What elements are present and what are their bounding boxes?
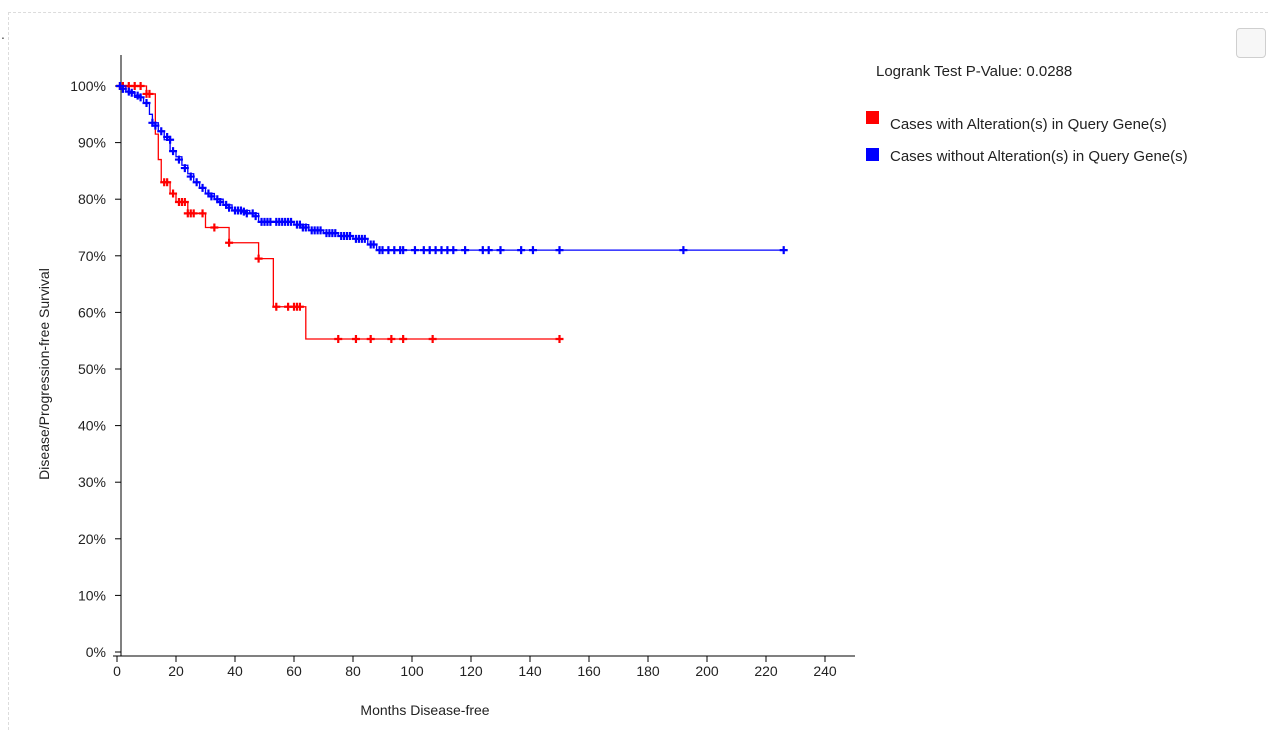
censor-mark-unaltered xyxy=(679,246,688,255)
censor-mark-unaltered xyxy=(166,135,175,144)
censor-mark-unaltered xyxy=(207,192,216,201)
censor-mark-altered xyxy=(169,189,178,198)
censor-mark-altered xyxy=(351,335,360,344)
survival-curve-altered xyxy=(117,85,560,340)
x-tick-label: 200 xyxy=(695,663,719,679)
censor-mark-altered xyxy=(295,302,304,311)
chart-frame xyxy=(8,12,1268,730)
censor-mark-unaltered xyxy=(142,98,151,107)
survival-curve-unaltered xyxy=(117,85,784,251)
censor-mark-altered xyxy=(555,335,564,344)
y-tick-label: 20% xyxy=(78,531,106,547)
censor-mark-altered xyxy=(210,223,219,232)
x-tick-label: 220 xyxy=(754,663,778,679)
censor-mark-unaltered xyxy=(369,240,378,249)
x-tick-label: 180 xyxy=(636,663,660,679)
censor-mark-unaltered xyxy=(331,229,340,238)
censor-mark-unaltered xyxy=(287,217,296,226)
censor-mark-unaltered xyxy=(484,246,493,255)
censor-mark-unaltered xyxy=(216,198,225,207)
plot-area xyxy=(115,82,788,344)
censor-mark-altered xyxy=(189,209,198,218)
censor-mark-unaltered xyxy=(316,226,325,235)
x-tick-label: 20 xyxy=(168,663,184,679)
y-tick-label: 70% xyxy=(78,248,106,264)
censor-mark-unaltered xyxy=(174,155,183,164)
logrank-annotation: Logrank Test P-Value: 0.0288 xyxy=(876,63,1072,80)
censor-mark-altered xyxy=(145,89,154,98)
censor-mark-unaltered xyxy=(198,183,207,192)
x-axis-label: Months Disease-free xyxy=(360,702,489,718)
censor-mark-unaltered xyxy=(555,246,564,255)
censor-mark-unaltered xyxy=(251,212,260,221)
censor-mark-unaltered xyxy=(118,84,127,93)
censor-mark-altered xyxy=(136,82,145,90)
censor-mark-unaltered xyxy=(399,246,408,255)
censor-mark-unaltered xyxy=(192,178,201,187)
dot-marker: . xyxy=(1,26,5,42)
x-tick-label: 60 xyxy=(286,663,302,679)
censor-mark-altered xyxy=(225,238,234,247)
censor-mark-altered xyxy=(387,335,396,344)
y-tick-label: 50% xyxy=(78,361,106,377)
axes: 0 20 40 60 80 100 120 140 160 180 200 220 240 0% 10% 20… xyxy=(70,55,855,679)
x-tick-label: 0 xyxy=(113,663,121,679)
legend-label-altered: Cases with Alteration(s) in Query Gene(s… xyxy=(890,116,1167,133)
censor-mark-altered xyxy=(272,302,281,311)
y-tick-label: 40% xyxy=(78,418,106,434)
censor-mark-altered xyxy=(399,335,408,344)
censor-mark-altered xyxy=(366,335,375,344)
y-axis-label: Disease/Progression-free Survival xyxy=(36,268,52,480)
x-tick-label: 240 xyxy=(813,663,837,679)
x-tick-label: 140 xyxy=(518,663,542,679)
censor-mark-unaltered xyxy=(360,234,369,243)
censor-mark-unaltered xyxy=(779,246,788,255)
y-tick-label: 10% xyxy=(78,587,106,603)
censor-mark-altered xyxy=(180,198,189,207)
censor-mark-unaltered xyxy=(136,93,145,102)
y-tick-label: 0% xyxy=(86,644,106,660)
y-tick-label: 100% xyxy=(70,78,106,94)
censor-mark-unaltered xyxy=(180,164,189,173)
censor-mark-unaltered xyxy=(528,246,537,255)
y-tick-label: 60% xyxy=(78,304,106,320)
censor-mark-unaltered xyxy=(169,147,178,156)
legend-swatch-unaltered xyxy=(866,148,879,161)
x-tick-label: 80 xyxy=(345,663,361,679)
censor-mark-unaltered xyxy=(410,246,419,255)
censor-mark-altered xyxy=(254,254,263,263)
censor-mark-altered xyxy=(428,335,437,344)
chart-options-button[interactable] xyxy=(1236,28,1266,58)
censor-mark-unaltered xyxy=(151,121,160,130)
censor-mark-unaltered xyxy=(225,203,234,212)
censor-mark-altered xyxy=(163,178,172,187)
x-tick-label: 40 xyxy=(227,663,243,679)
censor-mark-altered xyxy=(334,335,343,344)
x-tick-label: 160 xyxy=(577,663,601,679)
y-tick-label: 30% xyxy=(78,474,106,490)
censor-mark-unaltered xyxy=(157,127,166,136)
censor-mark-altered xyxy=(198,209,207,218)
censor-mark-unaltered xyxy=(346,231,355,240)
legend-label-unaltered: Cases without Alteration(s) in Query Gen… xyxy=(890,148,1188,165)
censor-mark-unaltered xyxy=(301,223,310,232)
censor-mark-unaltered xyxy=(496,246,505,255)
x-tick-label: 120 xyxy=(459,663,483,679)
legend-swatch-altered xyxy=(866,111,879,124)
x-tick-label: 100 xyxy=(400,663,424,679)
censor-mark-unaltered xyxy=(517,246,526,255)
censor-mark-unaltered xyxy=(186,172,195,181)
y-tick-label: 80% xyxy=(78,191,106,207)
censor-mark-unaltered xyxy=(449,246,458,255)
y-tick-label: 90% xyxy=(78,135,106,151)
censor-mark-unaltered xyxy=(461,246,470,255)
censor-mark-unaltered xyxy=(127,88,136,97)
